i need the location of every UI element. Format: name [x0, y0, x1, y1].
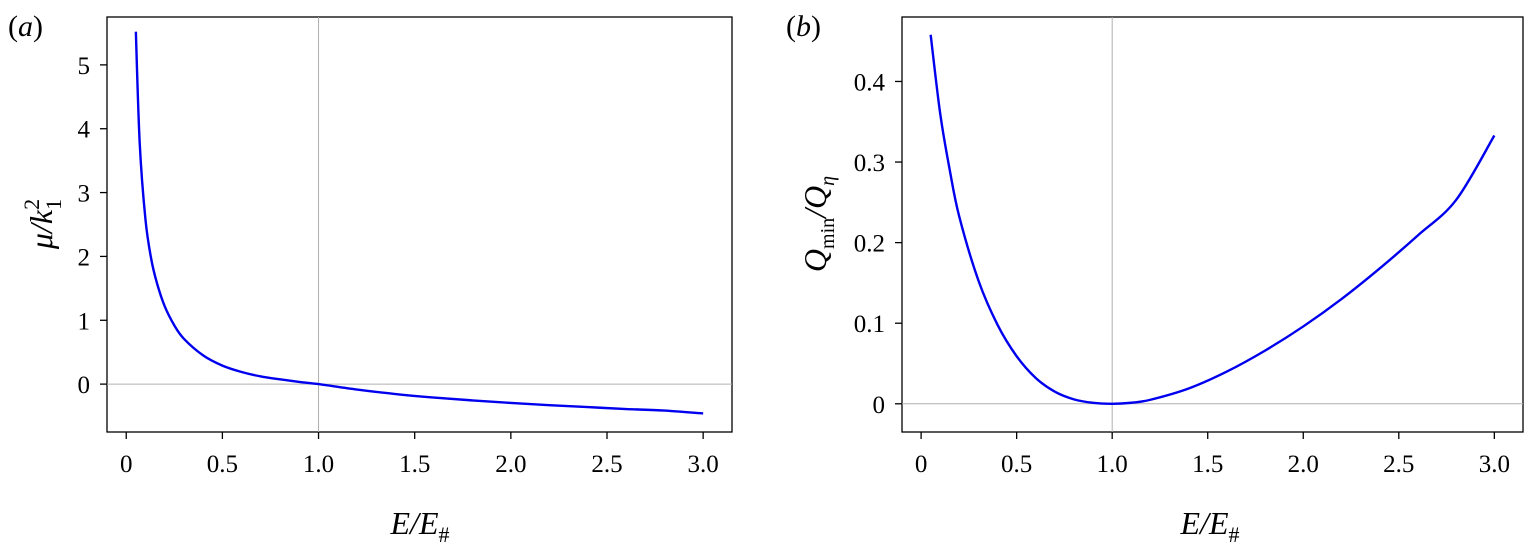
y-tick-label: 2 — [78, 244, 91, 271]
panel-b-plot-frame — [901, 16, 1524, 433]
x-tick-label: 2.0 — [1288, 451, 1319, 478]
y-tick-label: 0.4 — [854, 69, 886, 96]
x-tick-label: 3.0 — [688, 451, 719, 478]
x-tick-label: 1.0 — [1097, 451, 1128, 478]
x-tick-label: 1.0 — [303, 451, 334, 478]
x-tick-label: 0 — [915, 451, 928, 478]
panel-b-series-line — [929, 34, 1496, 406]
y-tick-label: 4 — [78, 117, 91, 144]
x-tick-label: 0.5 — [207, 451, 238, 478]
panel-a-plot-frame — [106, 16, 733, 433]
panel-a-x-ticks: 0 0.5 1.0 1.5 2.0 2.5 3.0 — [120, 432, 719, 478]
y-tick-label: 0.2 — [854, 231, 885, 258]
x-tick-label: 0.5 — [1001, 451, 1032, 478]
x-tick-label: 2.5 — [591, 451, 622, 478]
panel-b-x-axis-label: E/E# — [1180, 505, 1240, 547]
panel-b-x-ticks: 0 0.5 1.0 1.5 2.0 2.5 3.0 — [915, 432, 1510, 478]
panel-b-label: (b) — [786, 10, 821, 43]
panel-a-series-line — [134, 31, 704, 415]
panel-a-x-axis-label: E/E# — [390, 505, 450, 547]
x-tick-label: 3.0 — [1479, 451, 1510, 478]
x-tick-label: 0 — [120, 451, 133, 478]
y-tick-label: 0 — [873, 392, 886, 419]
x-tick-label: 1.5 — [399, 451, 430, 478]
y-tick-label: 1 — [78, 308, 91, 335]
x-tick-label: 2.0 — [495, 451, 526, 478]
y-tick-label: 0.1 — [854, 311, 885, 338]
panel-b-y-axis-label: Qmin/Qη — [797, 176, 839, 272]
panel-b-y-ticks: 0 0.1 0.2 0.3 0.4 — [854, 69, 902, 419]
panel-a: (a) 0 0.5 1.0 1.5 2.0 2.5 3.0 0 1 2 3 4 5 E/E# μ/k2… — [8, 10, 733, 547]
y-tick-label: 5 — [78, 53, 91, 80]
y-tick-label: 0 — [78, 372, 91, 399]
panel-a-label: (a) — [8, 10, 43, 43]
panel-a-y-ticks: 0 1 2 3 4 5 — [78, 53, 107, 399]
x-tick-label: 1.5 — [1192, 451, 1223, 478]
y-tick-label: 0.3 — [854, 150, 885, 177]
y-tick-label: 3 — [78, 181, 91, 208]
panel-b: (b) 0 0.5 1.0 1.5 2.0 2.5 3.0 0 0.1 0.2 0.3 0.4 E/… — [786, 10, 1524, 547]
panel-a-y-axis-label: μ/k21 — [19, 199, 66, 250]
x-tick-label: 2.5 — [1383, 451, 1414, 478]
